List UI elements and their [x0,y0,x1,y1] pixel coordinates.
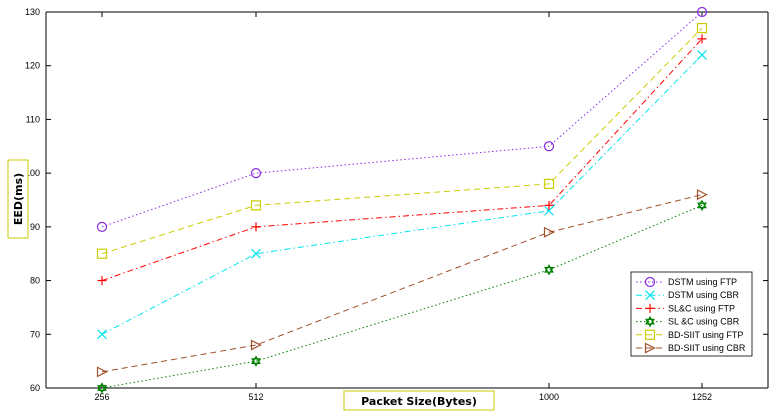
data-point [250,339,262,351]
y-axis-title-box [7,159,29,239]
data-point [696,6,708,18]
y-axis-ticks: 60 70 80 90 100 110 120 130 [25,7,768,393]
x-axis-title-group: Packet Size(Bytes) [343,390,495,411]
y-axis-title: EED(ms) [12,173,25,225]
legend-label: SL &C using CBR [668,317,740,327]
data-point [97,382,107,394]
data-point [543,178,555,189]
legend-marker [644,329,656,340]
legend-item: SL &C using CBR [636,315,740,328]
data-point [97,276,107,286]
legend-item: SL&C using FTP [636,303,735,313]
y-tick-label: 130 [25,7,40,17]
legend: DSTM using FTP DSTM using CBR SL&C using F… [630,271,753,357]
legend-label: BD-SIIT using CBR [668,343,746,353]
data-point [251,222,261,232]
x-tick-label: 1000 [539,392,559,402]
data-point [544,205,554,216]
legend-marker [645,290,655,301]
data-point [251,248,261,259]
x-tick-label: 512 [248,392,263,402]
legend-marker [644,342,656,354]
legend-label: DSTM using CBR [668,290,740,300]
x-axis-title-box [343,390,495,411]
series-2 [97,34,707,286]
legend-label: DSTM using FTP [668,277,737,287]
data-point [697,50,707,60]
legend-marker [645,315,655,328]
legend-marker [645,303,655,313]
x-axis-title: Packet Size(Bytes) [361,395,477,408]
series-line [101,27,703,255]
y-tick-label: 70 [30,329,40,339]
data-point [697,199,707,212]
series-0 [96,6,708,232]
x-tick-label: 1252 [692,392,712,402]
legend-label: BD-SIIT using FTP [668,330,743,340]
legend-item: BD-SIIT using CBR [636,342,746,354]
y-tick-label: 120 [25,61,40,71]
series-4 [96,23,708,259]
legend-item: BD-SIIT using FTP [636,329,743,340]
x-tick-label: 256 [94,392,109,402]
data-point [544,200,554,210]
data-point [250,200,262,211]
legend-item: DSTM using FTP [636,276,737,288]
data-point [97,329,107,340]
data-point [96,221,108,232]
legend-item: DSTM using CBR [636,290,740,300]
y-tick-label: 110 [26,114,40,124]
series-5 [96,189,708,378]
data-point [250,168,262,179]
data-point [544,264,554,276]
series-layer [96,6,708,394]
data-point [696,189,708,201]
series-1 [97,50,707,340]
legend-label: SL&C using FTP [668,303,735,313]
data-point [543,226,555,238]
y-axis-title-group: EED(ms) [7,159,29,239]
series-3 [97,199,707,394]
data-point [696,23,708,34]
legend-marker [644,276,656,288]
series-line [101,194,703,373]
y-tick-label: 100 [25,168,40,178]
y-tick-label: 80 [30,276,40,286]
data-point [697,34,707,44]
y-tick-label: 60 [30,383,40,393]
data-point [251,355,261,367]
data-point [96,248,108,259]
data-point [96,366,108,378]
series-line [101,38,703,282]
series-line [101,54,703,335]
data-point [543,141,555,152]
y-tick-label: 90 [30,222,40,232]
